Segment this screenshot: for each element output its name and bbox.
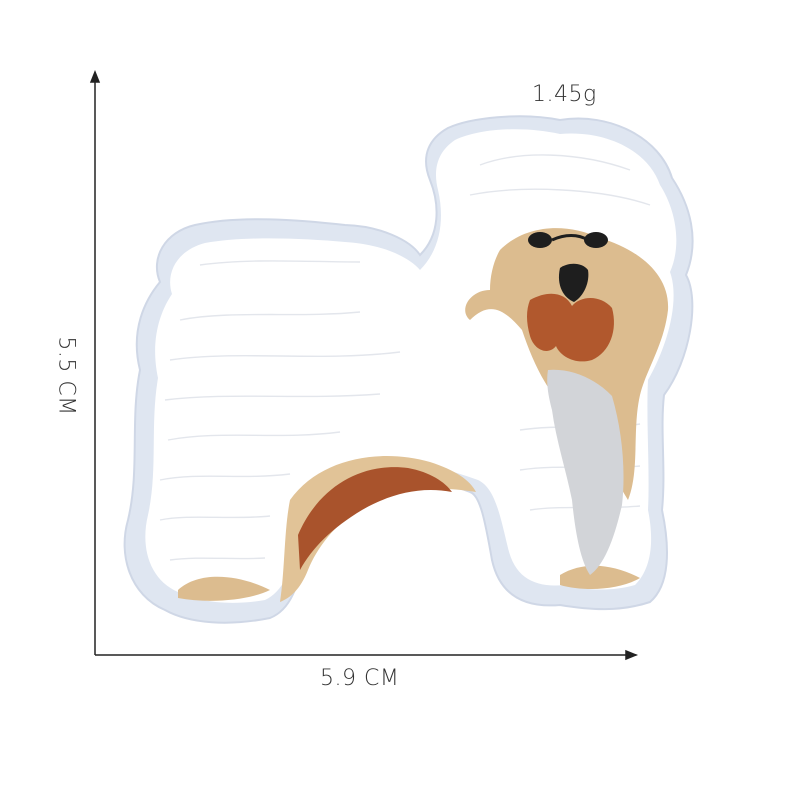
brown-fur-face [527,293,614,362]
height-label: 5.5 CM [53,336,79,416]
gray-fur-chest [547,369,624,575]
left-eye-icon [528,232,552,248]
height-arrow-icon [89,69,101,83]
right-eye-icon [584,232,608,248]
width-label: 5.9 CM [320,666,400,691]
brown-fur-belly [298,467,452,570]
weight-label: 1.45g [532,82,597,107]
nose-icon [558,263,589,302]
dog-face-features [528,232,608,302]
dimension-axes [89,69,639,661]
width-arrow-icon [625,649,639,661]
